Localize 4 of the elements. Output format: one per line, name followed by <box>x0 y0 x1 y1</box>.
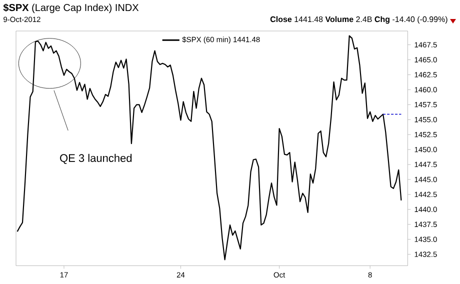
chart-title: $SPX (Large Cap Index) INDX <box>3 4 139 14</box>
annotation: QE 3 launched <box>60 154 132 164</box>
line-series <box>16 35 402 260</box>
text: Close 1441.48 Volume 2.4B Chg -14.40 (-0.99%) <box>270 16 448 24</box>
